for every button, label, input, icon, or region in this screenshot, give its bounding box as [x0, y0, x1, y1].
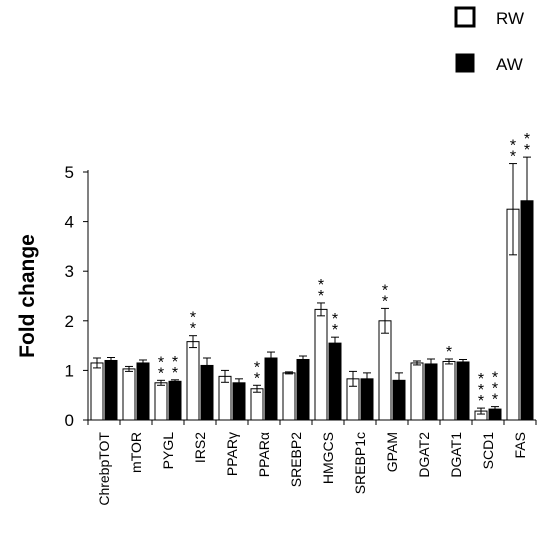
- x-tick-label: ChrebpTOT: [96, 432, 112, 506]
- significance-star: *: [254, 359, 260, 376]
- significance-marker: **: [158, 354, 164, 382]
- significance-star: *: [492, 370, 498, 387]
- significance-star: *: [318, 288, 324, 305]
- bar-rw: [122, 368, 136, 421]
- bar-aw: [328, 342, 342, 421]
- significance-marker: **: [190, 310, 196, 338]
- significance-marker: *: [446, 344, 452, 361]
- y-tick-label: 4: [65, 213, 74, 232]
- significance-marker: **: [332, 311, 338, 339]
- x-axis: ChrebpTOT mTOR PYGL IRS2 PPARγ PPARα SREBP2 HMG…: [87, 419, 537, 506]
- legend-swatch-aw: [455, 53, 475, 73]
- bar-aw: [104, 359, 118, 421]
- x-tick-label: GPAM: [384, 432, 400, 472]
- x-tick-label: HMGCS: [320, 432, 336, 484]
- x-tick-label: DGAT1: [448, 432, 464, 478]
- x-tick-label: PYGL: [160, 432, 176, 470]
- bar-aw: [232, 382, 246, 421]
- bar-rw: [186, 341, 200, 421]
- significance-star: *: [158, 365, 164, 382]
- significance-star: *: [382, 293, 388, 310]
- x-tick-label: PPARα: [256, 432, 272, 477]
- y-tick-label: 0: [65, 411, 74, 430]
- bar-rw: [378, 320, 392, 421]
- bar-aw: [296, 358, 310, 421]
- significance-star: *: [332, 311, 338, 328]
- significance-star: *: [190, 310, 196, 327]
- x-tick-label: SREBP2: [288, 432, 304, 487]
- bar-aw: [200, 364, 214, 421]
- x-tick-label: PPARγ: [224, 432, 240, 476]
- bar-rw: [250, 388, 264, 421]
- significance-star: *: [492, 392, 498, 409]
- y-tick-label: 1: [65, 361, 74, 380]
- significance-star: *: [190, 321, 196, 338]
- significance-marker: **: [510, 138, 516, 166]
- x-tick-label: SREBP1c: [352, 432, 368, 494]
- bar-rw: [218, 375, 232, 421]
- significance-star: *: [382, 282, 388, 299]
- x-tick-label: SCD1: [480, 432, 496, 470]
- bar-rw: [314, 308, 328, 421]
- significance-marker: **: [254, 359, 260, 387]
- bar-rw: [410, 362, 424, 421]
- significance-star: *: [172, 354, 178, 371]
- significance-marker: **: [318, 277, 324, 305]
- x-tick-label: FAS: [512, 432, 528, 458]
- significance-star: *: [172, 365, 178, 382]
- bar-rw: [282, 372, 296, 421]
- significance-star: *: [478, 382, 484, 399]
- significance-star: *: [318, 277, 324, 294]
- y-tick-label: 3: [65, 262, 74, 281]
- y-axis: 0 1 2 3 4 5: [65, 163, 89, 430]
- significance-marker: ***: [478, 371, 484, 410]
- legend-swatch-rw: [454, 6, 476, 28]
- significance-star: *: [510, 138, 516, 155]
- bar-aw: [168, 380, 182, 421]
- significance-star: *: [254, 370, 260, 387]
- y-tick-label: 5: [65, 163, 74, 182]
- significance-star: *: [510, 149, 516, 166]
- x-tick-label: DGAT2: [416, 432, 432, 478]
- bar-aw: [424, 363, 438, 421]
- significance-star: *: [492, 381, 498, 398]
- significance-marker: ***: [492, 370, 498, 409]
- significance-star: *: [478, 393, 484, 410]
- significance-star: *: [524, 131, 530, 148]
- significance-marker: **: [382, 282, 388, 310]
- x-tick-label: IRS2: [192, 432, 208, 463]
- bar-rw: [154, 382, 168, 421]
- bar-rw: [90, 362, 104, 421]
- y-axis-label: Fold change: [16, 234, 39, 358]
- legend-label-aw: AW: [496, 55, 523, 74]
- y-tick-label: 2: [65, 312, 74, 331]
- legend-label-rw: RW: [496, 9, 524, 28]
- significance-star: *: [524, 142, 530, 159]
- bars: *********************** **: [90, 131, 534, 421]
- significance-marker: **: [172, 354, 178, 382]
- bar-aw: [136, 362, 150, 421]
- significance-star: *: [446, 344, 452, 361]
- bar-rw: [442, 360, 456, 421]
- significance-marker: **: [524, 131, 530, 159]
- significance-star: *: [158, 354, 164, 371]
- significance-star: *: [478, 371, 484, 388]
- x-tick-label: mTOR: [128, 432, 144, 473]
- bar-aw: [456, 361, 470, 421]
- significance-star: *: [332, 322, 338, 339]
- legend: RW AW: [454, 6, 524, 74]
- bar-aw: [264, 357, 278, 421]
